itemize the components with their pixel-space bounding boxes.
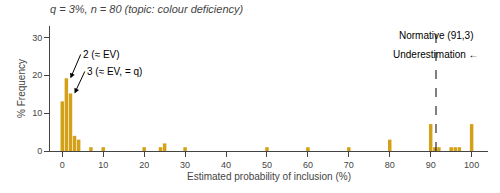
svg-text:10: 10: [32, 108, 42, 118]
svg-text:80: 80: [385, 160, 395, 170]
svg-text:Normative (91,3): Normative (91,3): [399, 30, 473, 41]
svg-text:30: 30: [180, 160, 190, 170]
svg-text:10: 10: [98, 160, 108, 170]
svg-text:20: 20: [139, 160, 149, 170]
svg-text:0: 0: [37, 146, 42, 156]
svg-text:3 (≈ EV, = q): 3 (≈ EV, = q): [87, 66, 142, 77]
svg-text:90: 90: [426, 160, 436, 170]
svg-text:Estimated probability of inclu: Estimated probability of inclusion (%): [187, 171, 351, 182]
svg-text:70: 70: [344, 160, 354, 170]
svg-text:2 (≈ EV): 2 (≈ EV): [83, 49, 120, 60]
svg-text:% Frequency: % Frequency: [16, 59, 27, 118]
svg-text:50: 50: [262, 160, 272, 170]
svg-text:40: 40: [221, 160, 231, 170]
svg-text:q = 3%, n = 80 (topic: colour: q = 3%, n = 80 (topic: colour deficiency…: [50, 3, 244, 15]
svg-text:60: 60: [303, 160, 313, 170]
svg-text:0: 0: [60, 160, 65, 170]
svg-text:100: 100: [464, 160, 479, 170]
svg-text:20: 20: [32, 70, 42, 80]
svg-text:30: 30: [32, 33, 42, 43]
svg-text:Underestimation ←: Underestimation ←: [393, 49, 479, 60]
